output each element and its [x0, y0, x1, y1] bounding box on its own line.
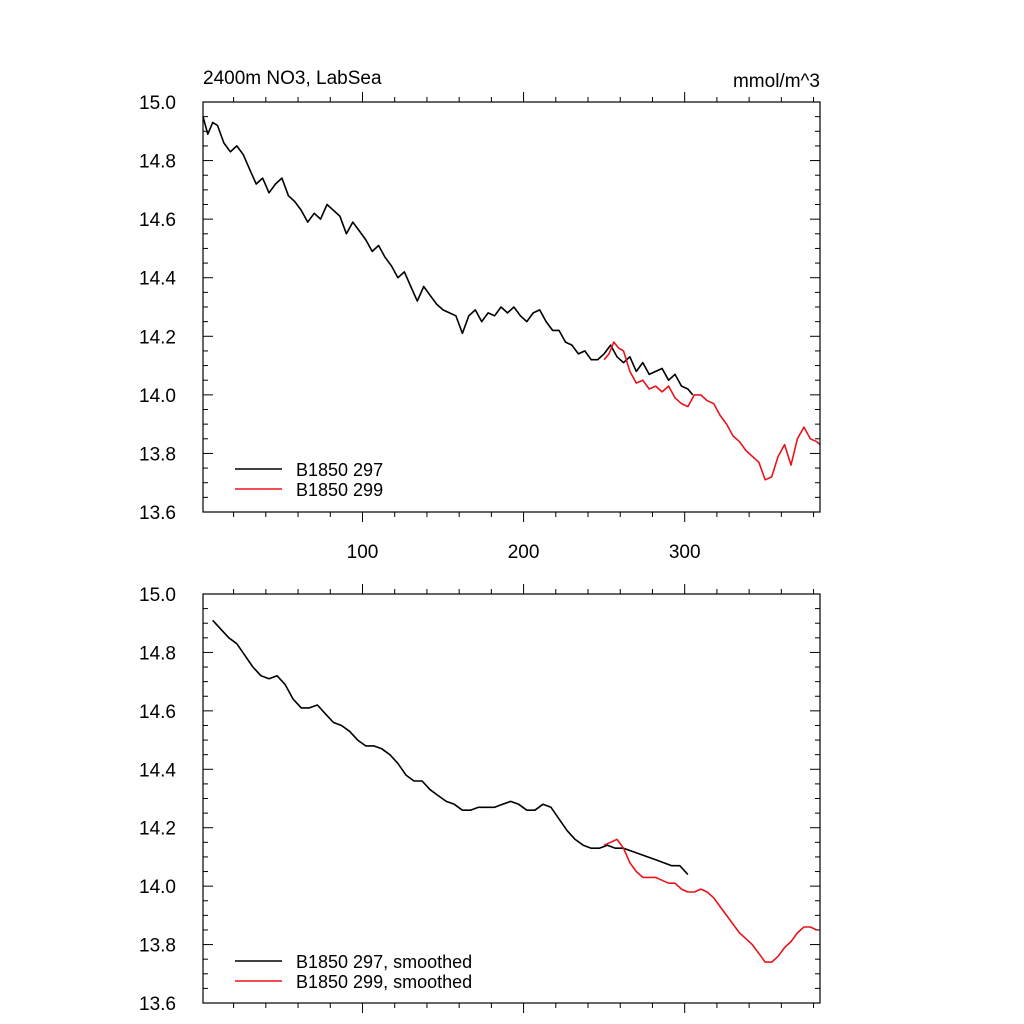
y-tick-label: 15.0: [139, 585, 176, 606]
axis-ticks: [203, 584, 820, 1013]
y-tick-label: 15.0: [139, 93, 176, 114]
x-tick-label: 200: [508, 542, 540, 563]
plot-frame: [202, 101, 821, 513]
y-tick-label: 13.6: [139, 994, 176, 1015]
series-line-b1850-297-smoothed: [212, 619, 689, 876]
bottom-line-chart: 13.6 13.8 14.0 14.2 14.4 14.6 14.8 15.0 B1850 2…: [139, 584, 821, 1015]
x-tick-label: 300: [669, 542, 701, 563]
plot-lines: [202, 116, 821, 481]
plot-frame: [202, 593, 821, 1004]
chart-title: 2400m NO3, LabSea: [203, 68, 382, 89]
legend-label-b1850-297-smoothed: B1850 297, smoothed: [296, 952, 472, 972]
legend-label-b1850-299: B1850 299: [296, 480, 383, 500]
series-line-b1850-299: [603, 341, 821, 481]
y-tick-label: 14.4: [139, 760, 176, 781]
y-tick-label: 13.8: [139, 936, 176, 957]
top-line-chart: 2400m NO3, LabSea mmol/m^3 13.613.814.01…: [139, 68, 821, 563]
legend-label-b1850-297: B1850 297: [296, 460, 383, 480]
y-tick-label: 14.6: [139, 702, 176, 723]
y-tick-label: 14.2: [139, 327, 176, 348]
axis-ticks: [203, 92, 820, 522]
axis-tick-labels: 13.6 13.8 14.0 14.2 14.4 14.6 14.8 15.0: [139, 585, 176, 1015]
y-tick-label: 14.8: [139, 643, 176, 664]
plot-lines: [212, 619, 818, 963]
y-tick-label: 14.6: [139, 210, 176, 231]
y-tick-label: 14.2: [139, 819, 176, 840]
y-tick-label: 13.6: [139, 503, 176, 524]
axis-tick-labels: 13.6 13.8 14.0 14.2 14.4 14.6 14.8 15.0 100 200 30…: [139, 93, 701, 563]
y-tick-label: 14.8: [139, 152, 176, 173]
legend-label-b1850-299-smoothed: B1850 299, smoothed: [296, 972, 472, 992]
y-tick-label: 14.4: [139, 269, 176, 290]
x-tick-label: 100: [347, 542, 379, 563]
y-tick-label: 14.0: [139, 877, 176, 898]
units-label: mmol/m^3: [733, 71, 820, 92]
legend: B1850 297, smoothed B1850 299, smoothed: [235, 952, 472, 992]
y-tick-label: 13.8: [139, 444, 176, 465]
y-tick-label: 14.0: [139, 386, 176, 407]
legend: B1850 297 B1850 299: [235, 460, 383, 500]
series-line-b1850-299-smoothed: [603, 838, 818, 963]
